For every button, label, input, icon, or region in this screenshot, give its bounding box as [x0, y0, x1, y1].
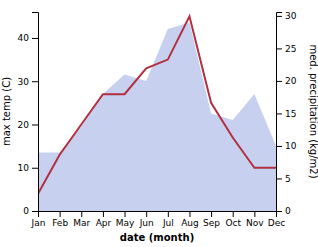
tick-label: Oct — [225, 218, 241, 228]
tick-label: Mar — [73, 218, 90, 228]
tick-mark — [233, 211, 234, 217]
tick-mark — [146, 211, 147, 217]
tick-label: Jun — [139, 218, 154, 228]
tick: Oct — [225, 211, 241, 228]
tick-mark — [32, 168, 38, 169]
axis-line — [32, 13, 39, 212]
axis-line — [277, 13, 283, 212]
tick-label: 20 — [18, 120, 30, 130]
x-axis: Jan Feb Mar Apr May Jun Jul Aug Sep Oct Nov Dec — [31, 211, 286, 228]
tick-mark — [32, 38, 38, 39]
tick-mark — [276, 146, 282, 147]
tick: Jul — [162, 211, 174, 228]
tick-label: 25 — [285, 44, 296, 54]
tick: Feb — [52, 211, 68, 228]
tick-mark — [168, 211, 169, 217]
tick: Aug — [181, 211, 199, 228]
tick-mark — [81, 211, 82, 217]
tick-label: 30 — [285, 11, 297, 21]
tick-mark — [211, 211, 212, 217]
tick-label: 0 — [285, 206, 291, 216]
tick-label: Apr — [96, 218, 112, 228]
tick-mark — [276, 81, 282, 82]
tick-label: Jul — [162, 218, 174, 228]
axis-line — [39, 212, 277, 218]
tick-label: 10 — [285, 141, 297, 151]
tick: 10 — [276, 141, 297, 151]
tick-mark — [103, 211, 104, 217]
tick-mark — [254, 211, 255, 217]
tick-label: Feb — [52, 218, 68, 228]
tick-label: 10 — [18, 163, 30, 173]
tick-label: May — [116, 218, 135, 228]
tick-label: Aug — [181, 218, 199, 228]
marks — [38, 16, 276, 211]
tick-label: 20 — [285, 76, 297, 86]
tick-mark — [276, 48, 282, 49]
tick-label: 40 — [18, 33, 30, 43]
tick-label: 30 — [18, 77, 30, 87]
y-axis: 0 10 20 30 40 — [18, 13, 39, 217]
tick: 20 — [276, 76, 297, 86]
tick-label: Jan — [31, 218, 46, 228]
y2-axis: 0 5 10 15 20 25 30 — [276, 11, 297, 216]
tick-label: Nov — [246, 218, 264, 228]
tick: 30 — [276, 11, 297, 21]
tick: Jun — [139, 211, 154, 228]
tick-label: Dec — [268, 218, 285, 228]
tick: Sep — [203, 211, 220, 228]
tick-mark — [276, 16, 282, 17]
tick: Mar — [73, 211, 90, 228]
y2-axis-title: med. precipitation (kg/m2) — [308, 44, 318, 178]
y-axis-title: max temp (C) — [1, 77, 12, 146]
chart: JanFebMarAprMayJunJulAugSepOctNovDec0102… — [0, 0, 318, 247]
tick-label: 0 — [23, 206, 29, 216]
tick-mark — [276, 178, 282, 179]
tick-mark — [32, 81, 38, 82]
tick: 0 — [23, 206, 38, 216]
tick-mark — [32, 211, 38, 212]
tick-mark — [276, 113, 282, 114]
tick: Nov — [246, 211, 264, 228]
tick-mark — [60, 211, 61, 217]
tick: Apr — [96, 211, 112, 228]
precip-area — [38, 22, 276, 211]
tick-mark — [32, 124, 38, 125]
tick: 5 — [276, 174, 291, 184]
tick-mark — [189, 211, 190, 217]
tick-label: 5 — [285, 174, 291, 184]
tick: Jan — [31, 211, 46, 228]
tick: 25 — [276, 44, 296, 54]
tick: 20 — [18, 120, 38, 130]
tick-mark — [276, 211, 282, 212]
tick: 0 — [276, 206, 291, 216]
tick: 40 — [18, 33, 38, 43]
tick-mark — [125, 211, 126, 217]
tick: 30 — [18, 77, 38, 87]
tick: May — [116, 211, 135, 228]
tick-label: 15 — [285, 109, 296, 119]
tick: 10 — [18, 163, 38, 173]
x-axis-title: date (month) — [120, 232, 194, 243]
tick: Dec — [268, 211, 285, 228]
tick-label: Sep — [203, 218, 220, 228]
tick: 15 — [276, 109, 296, 119]
plot: JanFebMarAprMayJunJulAugSepOctNovDec0102… — [1, 11, 318, 243]
temp-line — [38, 16, 276, 193]
